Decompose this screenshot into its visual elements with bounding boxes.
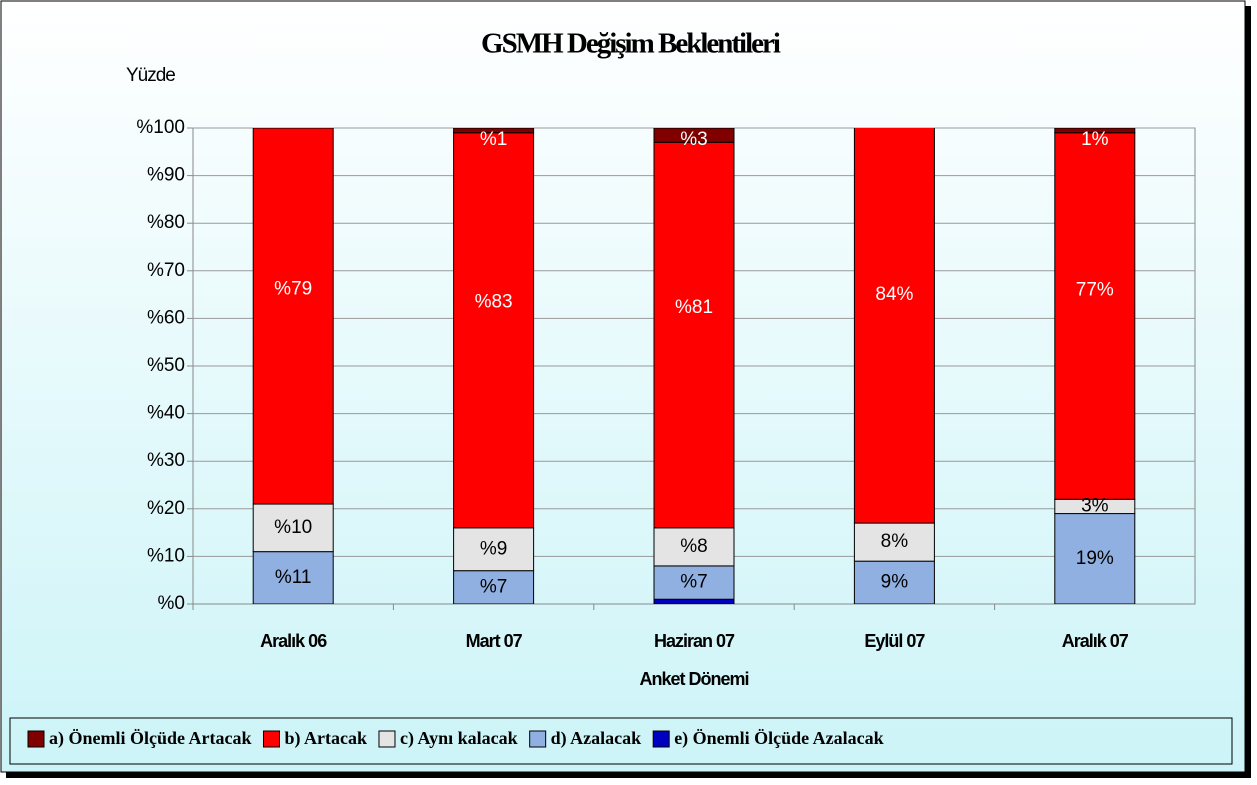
bar-segment: [252, 128, 334, 505]
y-tick-label: %10: [147, 545, 185, 566]
bar-segment: [653, 141, 735, 529]
bar-segment: [453, 570, 535, 604]
value-label: 77%: [1076, 279, 1114, 300]
y-tick-label: %80: [147, 212, 185, 233]
legend-box: [9, 717, 1233, 765]
value-label: %1: [480, 129, 507, 150]
bar-segment: [453, 527, 535, 572]
y-tick-label: %90: [147, 165, 185, 186]
value-label: %83: [475, 292, 513, 313]
bar-segment: [853, 560, 935, 604]
value-label: %79: [274, 279, 312, 300]
bars: [252, 128, 1136, 604]
value-label: 9%: [881, 572, 909, 593]
x-tick-label: Mart 07: [466, 631, 523, 651]
legend-swatch: [27, 730, 45, 748]
value-label: 3%: [1081, 495, 1109, 516]
value-label: %8: [680, 536, 707, 557]
bar-segment: [1054, 513, 1136, 604]
frame: [0, 0, 1246, 773]
legend-label: e) Önemli Ölçüde Azalacak: [674, 728, 883, 749]
legend-swatch: [652, 730, 670, 748]
legend-swatch: [529, 730, 547, 748]
bar-segment: [1054, 132, 1136, 500]
y-tick-label: %60: [147, 307, 185, 328]
value-label: %11: [275, 567, 312, 588]
value-label: %9: [480, 538, 507, 559]
legend-label: c) Aynı kalacak: [400, 728, 518, 749]
x-tick-label: Aralık 06: [260, 631, 327, 651]
bar-segment: [653, 128, 735, 143]
legend-swatch: [262, 730, 280, 748]
bar-segment: [252, 551, 334, 604]
y-tick-label: %50: [147, 355, 185, 376]
bar-segment: [853, 522, 935, 562]
y-tick-label: %20: [147, 498, 185, 519]
y-tick-label: %100: [136, 117, 185, 138]
value-label: 19%: [1076, 548, 1114, 569]
legend-label: d) Azalacak: [551, 728, 642, 749]
bar-segment: [853, 128, 935, 524]
bar-segment: [1054, 128, 1136, 134]
chart-title: GSMH Değişim Beklentileri: [481, 28, 781, 60]
value-label: %7: [680, 572, 707, 593]
y-axis-label: Yüzde: [126, 65, 175, 86]
value-label: 8%: [881, 531, 909, 552]
value-label: %81: [675, 297, 713, 318]
value-label: 1%: [1081, 129, 1109, 150]
y-tick-label: %40: [147, 403, 185, 424]
value-label: %7: [480, 576, 507, 597]
bar-segment: [453, 128, 535, 134]
x-tick-label: Aralık 07: [1062, 631, 1129, 651]
value-label: %3: [680, 129, 707, 150]
x-tick-label: Eylül 07: [864, 631, 925, 651]
bar-segment: [653, 598, 735, 604]
y-tick-label: %30: [147, 450, 185, 471]
y-tick-label: %0: [158, 593, 185, 614]
bar-segment: [653, 527, 735, 567]
x-axis-label: Anket Dönemi: [639, 669, 748, 689]
legend-label: a) Önemli Ölçüde Artacak: [49, 728, 251, 749]
bar-segment: [453, 132, 535, 529]
x-tick-label: Haziran 07: [654, 631, 735, 651]
legend-swatch: [378, 730, 396, 748]
y-tick-label: %70: [147, 260, 185, 281]
value-label: %10: [274, 517, 312, 538]
value-label: 84%: [875, 284, 913, 305]
legend-label: b) Artacak: [284, 728, 367, 749]
